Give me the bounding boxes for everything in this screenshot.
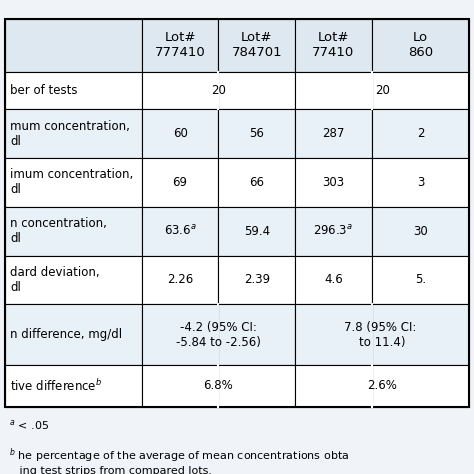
Bar <box>372 255 469 304</box>
Text: dard deviation,
dl: dard deviation, dl <box>10 266 100 294</box>
Bar <box>142 18 219 72</box>
Bar <box>5 365 142 407</box>
Text: -4.2 (95% CI:
-5.84 to -2.56): -4.2 (95% CI: -5.84 to -2.56) <box>176 320 261 348</box>
Text: Lot#
784701: Lot# 784701 <box>231 31 282 59</box>
Bar <box>372 158 469 207</box>
Text: 20: 20 <box>375 84 390 97</box>
Bar <box>295 18 372 72</box>
Text: imum concentration,
dl: imum concentration, dl <box>10 168 134 196</box>
Bar <box>219 365 295 407</box>
Text: 30: 30 <box>413 225 428 237</box>
Bar <box>295 255 372 304</box>
Bar <box>219 304 295 365</box>
Bar <box>5 18 469 407</box>
Bar <box>219 158 295 207</box>
Text: ber of tests: ber of tests <box>10 84 78 97</box>
Text: n concentration,
dl: n concentration, dl <box>10 217 107 245</box>
Bar <box>295 72 372 109</box>
Text: 2.39: 2.39 <box>244 273 270 286</box>
Bar <box>142 365 219 407</box>
Bar <box>5 255 142 304</box>
Text: Lo
860: Lo 860 <box>408 31 433 59</box>
Text: Lot#
777410: Lot# 777410 <box>155 31 205 59</box>
Bar <box>372 207 469 255</box>
Text: tive difference$^b$: tive difference$^b$ <box>10 378 102 393</box>
Text: Lot#
77410: Lot# 77410 <box>312 31 355 59</box>
Bar <box>5 158 142 207</box>
Bar <box>295 304 372 365</box>
Text: 56: 56 <box>249 127 264 140</box>
Bar <box>219 18 295 72</box>
Bar <box>295 109 372 158</box>
Text: 2.26: 2.26 <box>167 273 193 286</box>
Text: mum concentration,
dl: mum concentration, dl <box>10 119 130 147</box>
Text: 287: 287 <box>322 127 345 140</box>
Bar <box>295 207 372 255</box>
Text: 303: 303 <box>322 176 345 189</box>
Bar <box>295 158 372 207</box>
Bar <box>5 72 142 109</box>
Text: n difference, mg/dl: n difference, mg/dl <box>10 328 122 341</box>
Bar <box>219 109 295 158</box>
Bar <box>5 304 142 365</box>
Text: $^b$ he percentage of the average of mean concentrations obta
   ing test strips: $^b$ he percentage of the average of mea… <box>9 446 350 474</box>
Bar <box>5 207 142 255</box>
Text: 7.8 (95% CI: 
to 11.4): 7.8 (95% CI: to 11.4) <box>344 320 420 348</box>
Text: 296.3$^a$: 296.3$^a$ <box>313 224 354 238</box>
Text: 2: 2 <box>417 127 424 140</box>
Text: 69: 69 <box>173 176 188 189</box>
Bar <box>372 365 469 407</box>
Bar <box>142 255 219 304</box>
Text: 60: 60 <box>173 127 188 140</box>
Text: 6.8%: 6.8% <box>203 379 233 392</box>
Text: 4.6: 4.6 <box>324 273 343 286</box>
Bar <box>142 207 219 255</box>
Text: 2.6%: 2.6% <box>367 379 397 392</box>
Bar <box>142 304 219 365</box>
Bar <box>142 109 219 158</box>
Bar <box>372 18 469 72</box>
Text: $^a$ < .05: $^a$ < .05 <box>9 418 50 432</box>
Bar <box>372 304 469 365</box>
Bar <box>5 18 142 72</box>
Bar <box>295 365 372 407</box>
Bar <box>372 72 469 109</box>
Text: 20: 20 <box>211 84 226 97</box>
Bar <box>142 158 219 207</box>
Bar <box>219 207 295 255</box>
Text: 3: 3 <box>417 176 424 189</box>
Bar <box>142 72 219 109</box>
Text: 66: 66 <box>249 176 264 189</box>
Text: 59.4: 59.4 <box>244 225 270 237</box>
Text: 63.6$^a$: 63.6$^a$ <box>164 224 197 238</box>
Text: 5.: 5. <box>415 273 426 286</box>
Bar <box>5 109 142 158</box>
Bar <box>219 72 295 109</box>
Bar <box>219 255 295 304</box>
Bar <box>372 109 469 158</box>
